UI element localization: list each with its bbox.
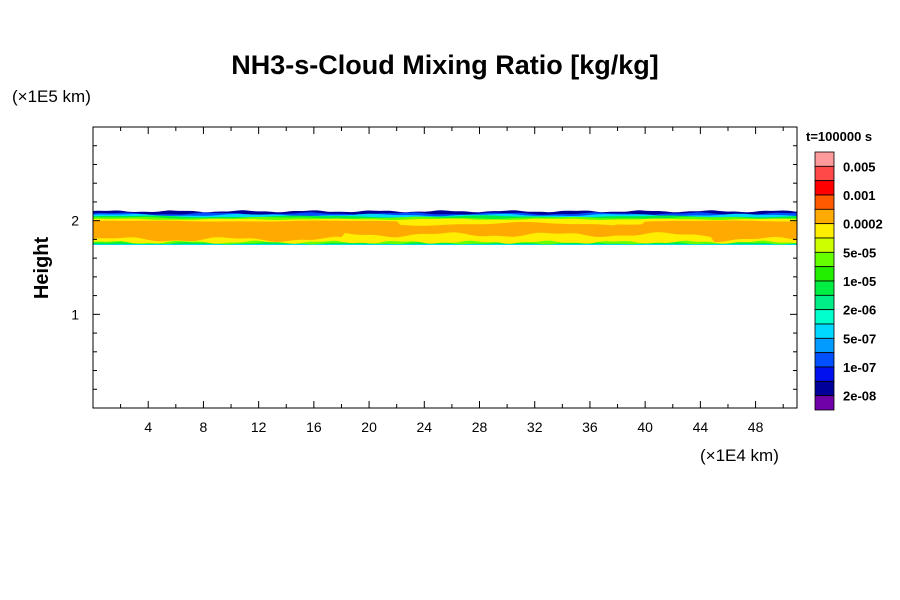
x-tick-label: 48	[748, 419, 764, 435]
colorbar-label: 0.001	[843, 188, 876, 203]
colorbar-swatch	[814, 208, 835, 225]
colorbar-swatch	[814, 237, 835, 253]
x-tick-label: 32	[527, 419, 543, 435]
colorbar-swatch	[814, 280, 835, 296]
time-label: t=100000 s	[806, 129, 872, 144]
colorbar-swatch	[814, 194, 835, 210]
colorbar-swatch	[814, 223, 835, 239]
colorbar-swatch	[814, 266, 835, 282]
colorbar-label: 2e-06	[843, 303, 876, 318]
colorbar-swatch	[814, 323, 835, 339]
x-tick-label: 16	[306, 419, 322, 435]
colorbar-swatch	[814, 337, 835, 354]
colorbar-swatch	[814, 395, 835, 411]
layer-0.0002	[93, 220, 797, 242]
y-unit-label: (×1E5 km)	[12, 87, 91, 106]
colorbar-swatch	[814, 380, 835, 397]
x-tick-label: 24	[417, 419, 433, 435]
colorbar-swatch	[814, 251, 835, 268]
x-tick-label: 20	[361, 419, 377, 435]
x-tick-label: 28	[472, 419, 488, 435]
colorbar-swatch	[814, 309, 835, 325]
x-tick-label: 8	[200, 419, 208, 435]
x-tick-label: 4	[144, 419, 152, 435]
colorbar-label: 5e-05	[843, 245, 876, 260]
heatmap-field	[93, 210, 797, 245]
colorbar-swatch	[814, 366, 835, 382]
x-tick-label: 40	[637, 419, 653, 435]
colorbar-label: 1e-05	[843, 274, 876, 289]
colorbar: 0.005 0.001 0.0002 5e-05 1e-05 2e-06 5e-07 1e-0…	[814, 151, 883, 411]
y-axis-label: Height	[31, 237, 53, 300]
x-unit-label: (×1E4 km)	[700, 446, 779, 465]
colorbar-swatch	[814, 352, 835, 368]
colorbar-swatch	[814, 180, 835, 196]
colorbar-swatch	[814, 151, 835, 167]
colorbar-label: 2e-08	[843, 389, 876, 404]
y-tick-label: 2	[71, 213, 79, 229]
y-tick-label: 1	[71, 306, 79, 322]
colorbar-swatch	[814, 165, 835, 182]
chart-title: NH3-s-Cloud Mixing Ratio [kg/kg]	[231, 50, 659, 80]
colorbar-label: 0.005	[843, 159, 876, 174]
colorbar-label: 5e-07	[843, 331, 876, 346]
x-tick-label: 12	[251, 419, 267, 435]
colorbar-swatch	[814, 294, 835, 311]
plot-frame	[92, 126, 798, 409]
colorbar-label: 0.0002	[843, 217, 883, 232]
x-tick-label: 44	[693, 419, 709, 435]
x-tick-label: 36	[582, 419, 598, 435]
colorbar-label: 1e-07	[843, 360, 876, 375]
